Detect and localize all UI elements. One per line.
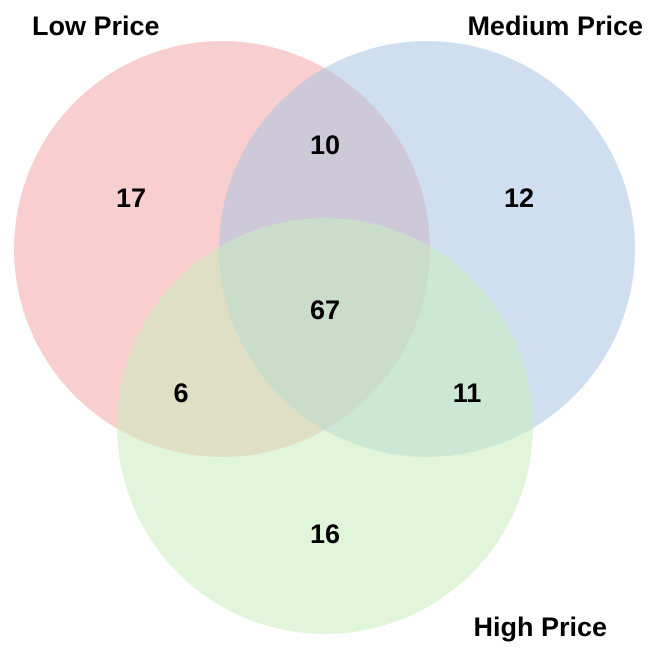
label-low-price: Low Price: [32, 11, 160, 41]
count-all: 67: [310, 295, 340, 325]
label-medium-price: Medium Price: [467, 11, 643, 41]
circle-high-price: [117, 218, 533, 634]
count-medium-high: 11: [453, 378, 482, 408]
count-medium-only: 12: [504, 183, 534, 213]
count-low-high: 6: [173, 378, 188, 408]
count-high-only: 16: [310, 519, 340, 549]
label-high-price: High Price: [473, 612, 607, 642]
count-low-medium: 10: [310, 130, 340, 160]
count-low-only: 17: [116, 183, 146, 213]
